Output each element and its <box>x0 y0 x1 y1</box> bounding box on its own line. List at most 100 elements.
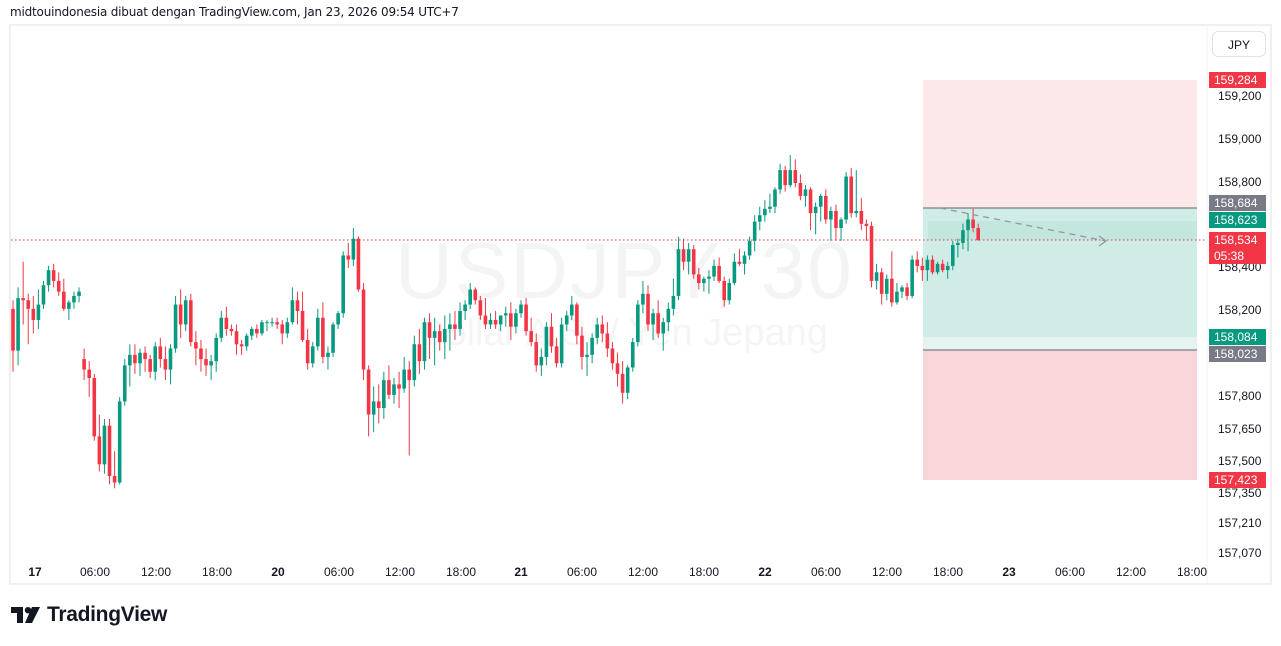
candle-up <box>244 335 249 347</box>
candle-down <box>437 331 442 343</box>
candle-down <box>97 436 102 465</box>
candle-down <box>239 344 244 347</box>
time-tick: 06:00 <box>566 565 598 579</box>
candle-up <box>72 295 76 303</box>
candle-up <box>448 324 452 329</box>
logo-text: TradingView <box>47 603 168 626</box>
candle-down <box>21 298 25 301</box>
candle-down <box>300 311 305 340</box>
candle-up <box>402 369 406 389</box>
price-tick: 158,200 <box>1218 303 1262 317</box>
candle-up <box>585 354 589 357</box>
price-level-badge: 158,023 <box>1209 346 1266 362</box>
candle-down <box>849 176 853 214</box>
candle-down <box>605 333 610 349</box>
time-tick: 20 <box>271 565 285 579</box>
candle-up <box>910 259 914 296</box>
candle-down <box>62 291 66 309</box>
candle-up <box>168 348 173 370</box>
candle-up <box>458 311 462 329</box>
time-tick: 12:00 <box>384 565 416 579</box>
candle-down <box>92 378 97 437</box>
candle-up <box>742 255 747 264</box>
price-tick: 157,800 <box>1218 389 1262 403</box>
time-tick: 18:00 <box>445 565 477 579</box>
candle-down <box>280 324 285 334</box>
candle-up <box>778 170 782 190</box>
candle-up <box>41 285 46 305</box>
candle-down <box>82 359 86 370</box>
candle-up <box>661 322 666 334</box>
candle-up <box>443 328 447 343</box>
price-tick: 157,650 <box>1218 422 1262 436</box>
time-tick: 18:00 <box>688 565 720 579</box>
bar-countdown: 05:38 <box>1214 249 1245 263</box>
candle-down <box>722 280 726 301</box>
candle-up <box>432 331 437 338</box>
candle-up <box>854 210 859 214</box>
current-price-badge: 158,534 05:38 <box>1209 232 1266 264</box>
price-level-badge: 159,284 <box>1209 72 1266 88</box>
candle-up <box>757 215 762 222</box>
candle-down <box>824 195 828 220</box>
candle-up <box>839 219 843 229</box>
candle-down <box>697 274 701 284</box>
candle-down <box>920 265 925 271</box>
candle-up <box>818 195 823 207</box>
candle-down <box>255 328 259 334</box>
time-tick: 18:00 <box>201 565 233 579</box>
candle-up <box>763 208 767 216</box>
candle-up <box>945 265 950 271</box>
badge-value: 158,684 <box>1214 196 1258 210</box>
candle-up <box>961 230 965 243</box>
candle-up <box>636 304 640 343</box>
candle-up <box>316 317 320 347</box>
candle-down <box>56 280 61 292</box>
candle-down <box>930 259 935 273</box>
candle-up <box>727 283 732 301</box>
candle-down <box>976 228 980 240</box>
candle-down <box>295 300 300 311</box>
candle-up <box>951 245 955 266</box>
price-tick: 159,200 <box>1218 89 1262 103</box>
candle-down <box>427 322 432 338</box>
candle-up <box>77 291 81 296</box>
currency-button[interactable]: JPY <box>1212 31 1266 57</box>
price-tick: 158,800 <box>1218 175 1262 189</box>
candle-down <box>158 346 163 360</box>
candle-up <box>351 238 356 260</box>
candle-up <box>641 293 645 305</box>
candle-down <box>890 278 894 303</box>
candle-up <box>666 308 671 323</box>
candle-down <box>859 210 864 224</box>
badge-value: 159,284 <box>1214 73 1258 87</box>
candle-up <box>559 324 564 364</box>
candle-up <box>422 322 427 362</box>
candle-up <box>676 249 681 296</box>
chart-header: midtouindonesia dibuat dengan TradingVie… <box>10 5 459 19</box>
candle-up <box>67 302 71 309</box>
candle-up <box>138 352 142 364</box>
candle-down <box>366 369 371 415</box>
candle-down <box>483 315 488 325</box>
candle-up <box>16 298 20 351</box>
candle-up <box>153 346 158 372</box>
candle-up <box>260 322 264 334</box>
candle-up <box>590 337 594 355</box>
candle-up <box>768 206 772 209</box>
candle-down <box>199 348 203 360</box>
candle-down <box>51 270 56 281</box>
candle-down <box>11 308 15 351</box>
candle-up <box>956 242 960 246</box>
candle-up <box>498 315 503 325</box>
price-tick: 157,500 <box>1218 454 1262 468</box>
candle-down <box>971 219 975 229</box>
candle-up <box>46 270 51 286</box>
candle-down <box>834 210 838 229</box>
candle-up <box>829 210 833 220</box>
candle-down <box>143 352 147 360</box>
time-tick: 06:00 <box>810 565 842 579</box>
candle-up <box>788 170 793 186</box>
candle-up <box>844 176 848 220</box>
